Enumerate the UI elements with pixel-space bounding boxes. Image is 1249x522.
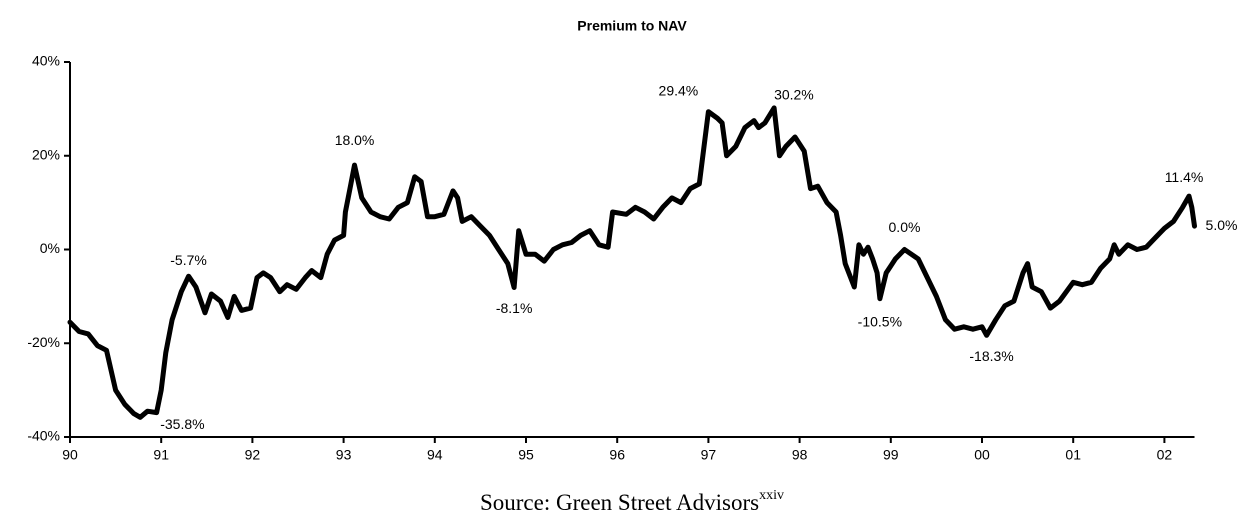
- annotation: -5.7%: [170, 252, 207, 268]
- annotation: -10.5%: [858, 313, 902, 329]
- x-tick-label: 98: [792, 447, 808, 463]
- annotation: 30.2%: [774, 87, 814, 103]
- annotation: 18.0%: [335, 132, 375, 148]
- x-tick-label: 95: [518, 447, 534, 463]
- y-tick-label: -40%: [27, 428, 60, 444]
- x-tick-label: 00: [974, 447, 990, 463]
- annotation: 11.4%: [1165, 169, 1204, 185]
- data-line: [67, 105, 1197, 420]
- annotation: 5.0%: [1206, 217, 1238, 233]
- source-text: Source: Green Street Advisors: [480, 490, 759, 515]
- x-tick-label: 01: [1065, 447, 1081, 463]
- annotation: 0.0%: [889, 219, 921, 235]
- chart-title: Premium to NAV: [577, 18, 687, 34]
- y-tick-label: 0%: [40, 240, 60, 256]
- x-tick-label: 90: [62, 447, 78, 463]
- annotation: -8.1%: [496, 300, 533, 316]
- source-note: xxiv: [759, 488, 784, 503]
- annotation: -18.3%: [969, 348, 1013, 364]
- annotation: -35.8%: [160, 416, 204, 432]
- x-tick-label: 97: [701, 447, 717, 463]
- annotation: 29.4%: [659, 82, 699, 98]
- x-tick-label: 91: [153, 447, 169, 463]
- y-tick-label: 20%: [32, 146, 60, 162]
- x-tick-label: 96: [609, 447, 625, 463]
- source: Source: Green Street Advisorsxxiv: [480, 488, 784, 515]
- y-tick-label: -20%: [27, 334, 60, 350]
- x-tick-label: 02: [1157, 447, 1173, 463]
- y-tick-label: 40%: [32, 53, 60, 69]
- x-tick-label: 94: [427, 447, 443, 463]
- x-tick-label: 92: [245, 447, 261, 463]
- x-tick-label: 99: [883, 447, 899, 463]
- x-tick-label: 93: [336, 447, 352, 463]
